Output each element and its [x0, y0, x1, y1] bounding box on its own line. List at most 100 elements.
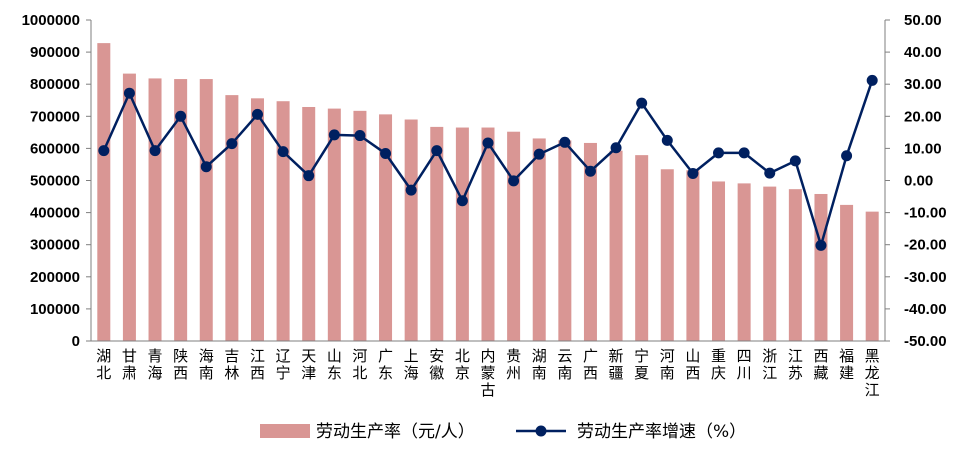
category-label: 甘肃	[122, 347, 137, 382]
growth-point	[713, 147, 725, 159]
left-tick-label: 700000	[30, 108, 80, 125]
bar	[174, 79, 188, 342]
bar	[635, 155, 649, 341]
bar	[686, 170, 700, 341]
bar	[148, 78, 162, 341]
bar	[712, 181, 726, 341]
growth-point	[866, 74, 878, 86]
growth-point	[405, 184, 417, 196]
bar	[583, 142, 597, 341]
category-label: 河南	[660, 347, 675, 382]
growth-point	[559, 136, 571, 148]
right-tick-label: -20.00	[904, 237, 947, 254]
bar	[737, 183, 751, 341]
bar	[788, 189, 802, 341]
category-label: 江西	[250, 347, 265, 382]
right-tick-label: 0.00	[904, 173, 933, 190]
growth-point	[456, 195, 468, 207]
growth-point	[533, 148, 545, 160]
category-label: 天津	[301, 347, 316, 382]
legend-line-marker	[535, 425, 547, 437]
growth-point	[815, 239, 827, 251]
category-label: 广西	[583, 347, 598, 382]
left-tick-label: 300000	[30, 237, 80, 254]
category-label: 宁夏	[634, 347, 649, 382]
growth-point	[123, 87, 135, 99]
right-tick-label: 20.00	[904, 108, 942, 125]
bar	[302, 106, 316, 341]
legend-bar-swatch	[260, 424, 310, 438]
right-tick-label: 30.00	[904, 76, 942, 93]
bar	[97, 43, 111, 341]
bar	[507, 131, 521, 341]
category-label: 重庆	[711, 347, 726, 382]
growth-point	[610, 142, 622, 154]
category-label: 内蒙古	[480, 347, 495, 399]
right-tick-label: 10.00	[904, 140, 942, 157]
category-label: 北京	[455, 347, 470, 382]
bar	[481, 127, 495, 341]
growth-point	[661, 134, 673, 146]
bar	[558, 140, 572, 341]
growth-point	[354, 130, 366, 142]
category-label: 山东	[327, 347, 342, 382]
growth-point	[277, 146, 289, 158]
left-tick-label: 400000	[30, 205, 80, 222]
category-label: 江苏	[788, 347, 803, 382]
category-label: 河北	[352, 347, 367, 382]
legend: 劳动生产率（元/人） 劳动生产率增速（%）	[260, 422, 746, 442]
legend-line-label: 劳动生产率增速（%）	[577, 422, 746, 442]
bar	[276, 101, 290, 341]
category-label: 湖南	[532, 347, 547, 382]
left-tick-label: 1000000	[22, 12, 80, 29]
category-label: 广东	[378, 347, 393, 382]
left-tick-label: 600000	[30, 140, 80, 157]
growth-point	[175, 110, 187, 122]
bar	[814, 193, 828, 341]
left-tick-label: 0	[72, 333, 80, 350]
bar	[327, 108, 341, 341]
category-label: 浙江	[762, 347, 777, 382]
bar	[763, 186, 777, 341]
line-series	[98, 74, 878, 251]
growth-point	[380, 148, 392, 160]
bar	[379, 114, 393, 342]
left-tick-label: 100000	[30, 301, 80, 318]
growth-point	[482, 137, 494, 149]
category-label: 湖北	[96, 347, 111, 382]
left-tick-label: 200000	[30, 269, 80, 286]
left-axis-ticks: 0 100000 200000 300000 400000 500000 600000 700…	[22, 12, 91, 350]
bar	[609, 150, 623, 341]
growth-point	[789, 155, 801, 167]
growth-point	[251, 108, 263, 120]
category-label: 上海	[404, 347, 419, 382]
category-label: 山西	[685, 347, 700, 382]
bar	[250, 98, 264, 341]
right-tick-label: 40.00	[904, 44, 942, 61]
category-label: 福建	[839, 347, 854, 382]
bar	[122, 73, 136, 342]
left-tick-label: 800000	[30, 76, 80, 93]
growth-point	[764, 167, 776, 179]
left-tick-label: 900000	[30, 44, 80, 61]
bar	[199, 79, 213, 342]
growth-point	[431, 145, 443, 157]
bar-series	[97, 43, 879, 342]
right-axis-ticks: -50.00 -40.00 -30.00 -20.00 -10.00 0.00 10.00 2…	[885, 12, 947, 350]
growth-point	[636, 97, 648, 109]
right-tick-label: -50.00	[904, 333, 947, 350]
growth-point	[149, 145, 161, 157]
category-label: 陕西	[173, 347, 188, 382]
category-label: 辽宁	[276, 347, 291, 382]
right-tick-label: -30.00	[904, 269, 947, 286]
bar	[404, 119, 418, 341]
growth-point	[200, 161, 212, 173]
growth-point	[584, 165, 596, 177]
right-tick-label: -40.00	[904, 301, 947, 318]
legend-bar-label: 劳动生产率（元/人）	[316, 422, 475, 442]
bar	[225, 95, 239, 341]
growth-point	[226, 138, 238, 150]
right-tick-label: 50.00	[904, 12, 942, 29]
category-label: 贵州	[506, 347, 521, 382]
